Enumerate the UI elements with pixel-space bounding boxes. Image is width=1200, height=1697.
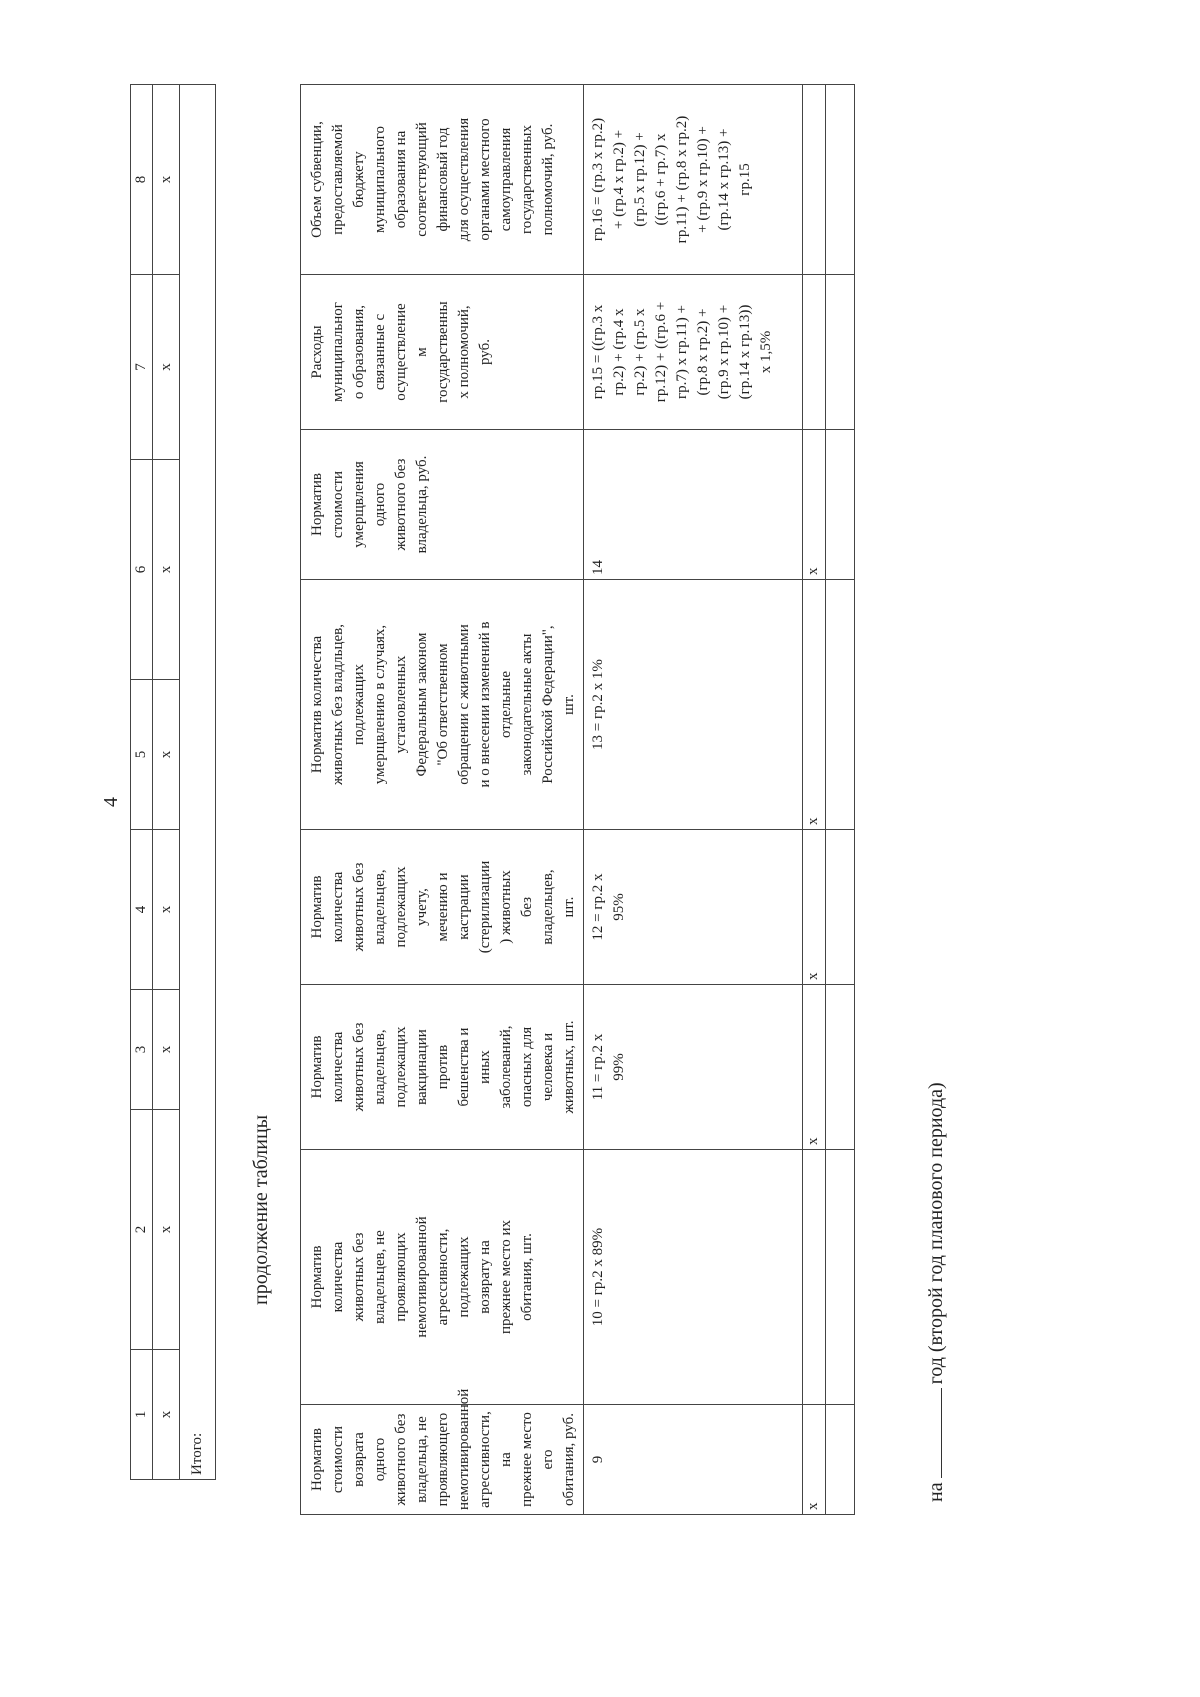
page-number: 4 (100, 797, 122, 807)
cell (825, 984, 855, 1150)
header-cell: 8 (130, 84, 153, 275)
total-label: Итого: (179, 84, 216, 1480)
cell (802, 1149, 826, 1405)
cell: х (152, 84, 180, 275)
formula-cell: 10 = гр.2 х 89% (583, 1149, 803, 1405)
cell (825, 579, 855, 830)
cell (802, 84, 826, 275)
period-prefix: на (925, 1482, 947, 1502)
cell: х (802, 984, 826, 1150)
cell (825, 429, 855, 580)
total-row: Итого: (179, 84, 216, 1480)
cell (802, 274, 826, 430)
header-cell: 1 (130, 1349, 153, 1480)
header-cell: Норматив стоимости умерщвления одного жи… (300, 429, 584, 580)
total-row (825, 84, 855, 1515)
header-cell: 5 (130, 679, 153, 830)
formula-cell: 12 = гр.2 х 95% (583, 829, 803, 985)
cell (825, 84, 855, 275)
formula-cell: 14 (583, 429, 803, 580)
header-cell: 7 (130, 274, 153, 460)
header-cell: Расходы муниципальног о образования, свя… (300, 274, 584, 430)
header-cell: Норматив количества животных без владель… (300, 984, 584, 1150)
table-header-row: Норматив стоимости возврата одного живот… (300, 84, 584, 1515)
cell: х (802, 429, 826, 580)
cell: х (152, 459, 180, 680)
header-cell: Норматив количества животных без владель… (300, 829, 584, 985)
formula-cell: гр.16 = (гр.3 х гр.2) + (гр.4 х гр.2) + … (583, 84, 803, 275)
header-cell: Норматив количества животных без владльц… (300, 579, 584, 830)
header-cell: Объем субвенции, предоставляемой бюджету… (300, 84, 584, 275)
header-cell: 3 (130, 989, 153, 1110)
cell: х (152, 989, 180, 1110)
cell (825, 829, 855, 985)
period-caption: на год (второй год планового периода) (925, 1082, 948, 1502)
formula-cell: 11 = гр.2 х 99% (583, 984, 803, 1150)
cell: х (152, 679, 180, 830)
cell: х (802, 579, 826, 830)
header-cell: Норматив стоимости возврата одного живот… (300, 1389, 584, 1515)
continuation-label: продолжение таблицы (250, 1114, 272, 1305)
formula-cell: 9 (583, 1404, 803, 1515)
cell: х (152, 274, 180, 460)
formula-row: 9 10 = гр.2 х 89% 11 = гр.2 х 99% 12 = г… (583, 84, 803, 1515)
continuation-table: Норматив стоимости возврата одного живот… (300, 84, 855, 1515)
header-cell: 6 (130, 459, 153, 680)
table-header-row: 1 2 3 4 5 6 7 8 (130, 84, 153, 1480)
cell: х (152, 1109, 180, 1350)
cell: х (152, 829, 180, 990)
period-text: год (второй год планового периода) (925, 1082, 947, 1385)
cell (825, 1404, 855, 1515)
formula-cell: гр.15 = ((гр.3 х гр.2) + (гр.4 х гр.2) +… (583, 274, 803, 430)
header-cell: 2 (130, 1109, 153, 1350)
cell: х (152, 1349, 180, 1480)
cell (825, 274, 855, 430)
cell (825, 1149, 855, 1405)
summary-table: 1 2 3 4 5 6 7 8 х х х х х х х х Итого: (130, 84, 216, 1480)
header-cell: 4 (130, 829, 153, 990)
table-row: х х х х х х х х (152, 84, 180, 1480)
formula-cell: 13 = гр.2 х 1% (583, 579, 803, 830)
header-cell: Норматив количества животных без владель… (300, 1149, 584, 1405)
year-blank-line (941, 1388, 942, 1479)
cell: х (802, 1404, 826, 1515)
cell: х (802, 829, 826, 985)
table-row: х х х х х (802, 84, 826, 1515)
